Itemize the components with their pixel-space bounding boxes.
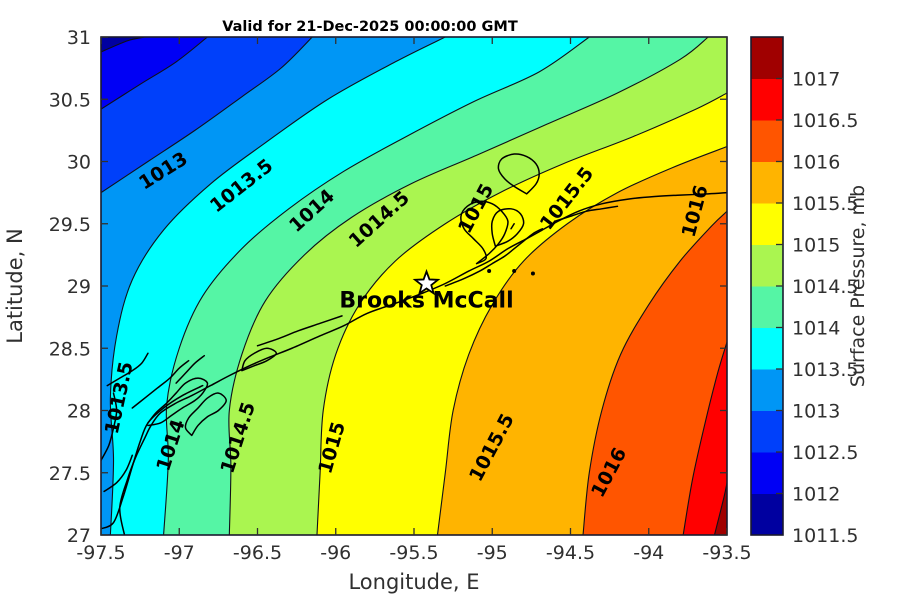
contour-band [101, 37, 208, 535]
coastline-detail [487, 269, 492, 274]
contour-band [101, 37, 446, 535]
colorbar-tick-label: 1012 [792, 484, 840, 506]
colorbar-tick-label: 1011.5 [792, 525, 858, 547]
y-tick-label: 28.5 [49, 338, 91, 360]
colorbar-tick-label: 1016 [792, 152, 840, 174]
contour-fill-bands [101, 37, 727, 535]
y-tick-label: 27.5 [49, 463, 91, 485]
x-tick-label: -94 [633, 542, 664, 564]
y-tick-label: 30 [67, 152, 91, 174]
contour-line [582, 210, 727, 535]
coastline [103, 454, 134, 493]
colorbar-band[interactable] [751, 161, 783, 204]
station-star-icon[interactable] [412, 268, 441, 296]
x-tick-label: -94.5 [546, 542, 595, 564]
y-tick-label: 29.5 [49, 214, 91, 236]
coastline [444, 227, 544, 287]
coastline [184, 392, 227, 437]
colorbar-tick-label: 1015 [792, 235, 840, 257]
colorbar-band[interactable] [751, 327, 783, 370]
colorbar-band[interactable] [751, 410, 783, 453]
y-axis-ticks: 27 27.5 28 28.5 29 29.5 30 30.5 31 [49, 27, 727, 547]
colorbar-band[interactable] [751, 244, 783, 287]
y-tick-label: 29 [67, 276, 91, 298]
contour-line [101, 37, 313, 194]
colorbar-tick-label: 1014 [792, 318, 840, 340]
coastline [147, 377, 209, 427]
coastline [241, 347, 278, 372]
coastline [131, 359, 190, 409]
colorbar-band[interactable] [751, 493, 783, 536]
station-label: Brooks McCall [339, 289, 513, 314]
colorbar-tick-label: 1014.5 [792, 276, 858, 298]
coastline [460, 200, 509, 265]
y-tick-label: 30.5 [49, 89, 91, 111]
colorbar-band[interactable] [751, 286, 783, 328]
y-tick-label: 28 [67, 401, 91, 423]
station-marker-group[interactable]: Brooks McCall [339, 268, 514, 314]
coastline-detail [512, 269, 517, 274]
coastline [490, 207, 525, 247]
x-tick-label: -96.5 [233, 542, 282, 564]
colorbar-band[interactable] [751, 37, 783, 79]
x-axis-ticks: -97.5 -97 -96.5 -96 -95.5 -95 -94.5 -94 -93.5 [76, 37, 752, 564]
coastline [101, 384, 204, 530]
contour-line [163, 37, 590, 535]
colorbar[interactable]: 1011.5 1012 1012.5 1013 1013.5 1014 1014.5 1015… [750, 36, 858, 547]
contour-line [109, 37, 446, 535]
x-tick-label: -95 [477, 542, 508, 564]
coastline-overlay [101, 153, 727, 535]
coastline [101, 392, 118, 462]
colorbar-band[interactable] [751, 203, 783, 245]
x-tick-label: -96 [320, 542, 351, 564]
colorbar-title: Surface Pressure, mb [847, 185, 869, 387]
coastline [497, 153, 540, 195]
x-tick-label: -95.5 [389, 542, 438, 564]
coastline [106, 352, 149, 387]
contour-line [436, 146, 727, 535]
coastline [256, 315, 343, 347]
colorbar-band[interactable] [751, 120, 783, 162]
colorbar-tick-label: 1013 [792, 401, 840, 423]
x-tick-label: -93.5 [702, 542, 751, 564]
y-axis-label: Latitude, N [3, 228, 27, 344]
contour-line [101, 37, 208, 110]
contour-lines [101, 37, 727, 535]
coastline [119, 191, 727, 535]
contour-line [316, 92, 727, 535]
coastline [175, 354, 206, 384]
x-tick-label: -97 [164, 542, 195, 564]
coastline [510, 223, 515, 230]
coastline-detail [530, 271, 535, 276]
colorbar-tick-label: 1012.5 [792, 442, 858, 464]
colorbar-tick-label: 1013.5 [792, 359, 858, 381]
chart-title: Valid for 21-Dec-2025 00:00:00 GMT [222, 19, 518, 35]
colorbar-band[interactable] [751, 452, 783, 494]
y-tick-label: 27 [67, 525, 91, 547]
contour-line [228, 37, 709, 535]
x-tick-label: -97.5 [76, 542, 125, 564]
colorbar-tick-label: 1017 [792, 69, 840, 91]
x-axis-label: Longitude, E [348, 570, 479, 594]
colorbar-tick-label: 1016.5 [792, 110, 858, 132]
colorbar-band[interactable] [751, 369, 783, 411]
contour-line [682, 341, 727, 535]
colorbar-band[interactable] [751, 78, 783, 121]
y-tick-label: 31 [67, 27, 91, 49]
colorbar-tick-label: 1015.5 [792, 193, 858, 215]
coastline [554, 205, 619, 223]
